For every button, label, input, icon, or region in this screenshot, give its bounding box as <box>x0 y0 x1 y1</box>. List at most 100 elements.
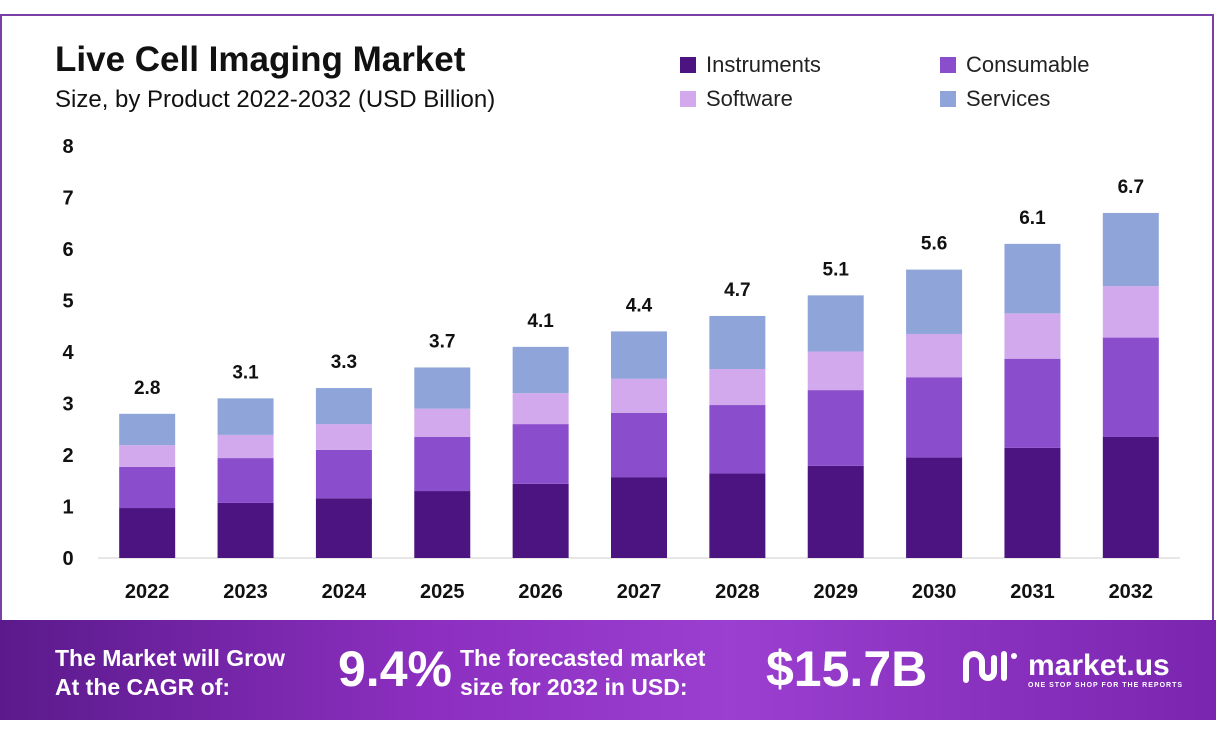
bar-segment-services <box>512 346 569 394</box>
bar-segment-instruments <box>414 491 471 558</box>
bar-segment-services <box>906 269 963 334</box>
y-tick-label: 1 <box>62 497 73 519</box>
cagr-value: 9.4% <box>338 641 452 697</box>
forecast-label-line2: size for 2032 in USD: <box>460 674 688 700</box>
bar-segment-services <box>119 413 176 446</box>
bar-segment-consumable <box>414 436 471 492</box>
bar-segment-services <box>315 388 372 425</box>
y-tick-label: 2 <box>62 445 73 467</box>
bar-segment-services <box>414 367 471 409</box>
bar-total-label: 3.3 <box>331 352 357 373</box>
brand-name: market.us <box>1028 649 1170 682</box>
bar-segment-consumable <box>1102 337 1159 437</box>
market-us-logo-icon <box>963 651 1017 683</box>
bar-segment-software <box>315 424 372 450</box>
bar-segment-software <box>1102 286 1159 338</box>
legend-item-consumable: Consumable <box>940 52 1090 78</box>
x-tick-label: 2029 <box>813 581 858 603</box>
bar-segment-instruments <box>611 477 667 558</box>
bar-segment-services <box>709 315 766 369</box>
x-tick-label: 2032 <box>1109 581 1154 603</box>
forecast-label-line1: The forecasted market <box>460 645 706 671</box>
x-tick-label: 2027 <box>617 581 662 603</box>
legend-swatch-software <box>680 91 696 107</box>
cagr-label: The Market will Grow At the CAGR of: <box>55 644 335 702</box>
y-tick-label: 7 <box>62 188 73 210</box>
bar-segment-instruments <box>807 465 864 558</box>
legend-item-software: Software <box>680 86 793 112</box>
bar-segment-services <box>1102 212 1159 287</box>
forecast-label: The forecasted market size for 2032 in U… <box>460 644 760 702</box>
bar-segment-software <box>119 445 176 467</box>
brand-logo: market.us ONE STOP SHOP FOR THE REPORTS <box>962 648 1182 689</box>
bar-segment-software <box>1004 313 1061 359</box>
bar-total-label: 4.4 <box>626 295 653 316</box>
y-tick-label: 5 <box>62 291 73 313</box>
legend-swatch-consumable <box>940 57 956 73</box>
summary-banner: The Market will Grow At the CAGR of: 9.4… <box>0 620 1216 720</box>
x-tick-label: 2024 <box>322 581 367 603</box>
bar-segment-instruments <box>906 457 963 558</box>
bar-segment-consumable <box>217 458 274 503</box>
x-tick-label: 2023 <box>223 581 268 603</box>
bar-segment-consumable <box>906 377 963 458</box>
bar-total-label: 4.7 <box>724 280 750 301</box>
bar-segment-consumable <box>1004 358 1061 448</box>
bar-segment-consumable <box>709 405 766 474</box>
legend-swatch-services <box>940 91 956 107</box>
x-tick-label: 2030 <box>912 581 957 603</box>
stacked-bar-chart: 0 1 2 3 4 5 6 7 8 2.8 2022 3.1 2023 3.3 2024 3.7 2025 4.1… <box>62 136 1180 603</box>
bar-segment-consumable <box>119 466 176 509</box>
y-tick-label: 8 <box>62 136 73 158</box>
bar-total-label: 5.6 <box>921 234 947 255</box>
x-tick-label: 2022 <box>125 581 170 603</box>
bar-segment-consumable <box>512 424 569 484</box>
forecast-value: $15.7B <box>766 641 928 697</box>
bar-segment-instruments <box>1102 436 1159 558</box>
x-tick-label: 2031 <box>1010 581 1055 603</box>
bar-segment-services <box>611 331 667 379</box>
bar-segment-services <box>1004 243 1061 314</box>
cagr-label-line2: At the CAGR of: <box>55 674 231 700</box>
bar-total-label: 6.7 <box>1118 177 1144 198</box>
legend-label-consumable: Consumable <box>966 52 1090 77</box>
bar-segment-software <box>414 408 471 437</box>
bar-segment-instruments <box>119 508 176 558</box>
bar-segment-software <box>217 434 274 459</box>
legend-item-instruments: Instruments <box>680 52 821 78</box>
legend-label-services: Services <box>966 86 1051 111</box>
x-tick-label: 2026 <box>518 581 563 603</box>
bar-total-label: 6.1 <box>1019 208 1046 229</box>
bar-segment-instruments <box>512 483 569 558</box>
bar-total-label: 2.8 <box>134 378 160 399</box>
bar-total-label: 5.1 <box>823 259 850 280</box>
y-tick-label: 0 <box>62 548 73 570</box>
legend-swatch-instruments <box>680 57 696 73</box>
bar-segment-instruments <box>1004 447 1061 558</box>
bar-segment-consumable <box>611 412 667 478</box>
bar-segment-consumable <box>807 390 864 466</box>
x-tick-label: 2028 <box>715 581 760 603</box>
bar-total-label: 3.1 <box>232 362 259 383</box>
bar-segment-software <box>906 333 963 378</box>
chart-title: Live Cell Imaging Market <box>55 40 466 79</box>
legend-item-services: Services <box>940 86 1050 112</box>
bar-segment-services <box>807 295 864 352</box>
brand-tagline: ONE STOP SHOP FOR THE REPORTS <box>1028 682 1184 689</box>
y-tick-label: 4 <box>62 342 74 364</box>
cagr-label-line1: The Market will Grow <box>55 645 286 671</box>
chart-subtitle: Size, by Product 2022-2032 (USD Billion) <box>55 86 496 113</box>
bar-total-label: 3.7 <box>429 331 455 352</box>
legend-label-software: Software <box>706 86 793 111</box>
bar-segment-services <box>217 398 274 435</box>
bar-segment-consumable <box>315 449 372 499</box>
y-tick-label: 3 <box>62 394 73 416</box>
bar-segment-software <box>807 351 864 391</box>
bar-segment-instruments <box>709 473 766 558</box>
bar-segment-software <box>611 378 667 413</box>
bar-segment-instruments <box>217 502 274 558</box>
bar-total-label: 4.1 <box>527 311 554 332</box>
x-tick-label: 2025 <box>420 581 465 603</box>
bar-segment-instruments <box>315 498 372 558</box>
legend-label-instruments: Instruments <box>706 52 821 77</box>
